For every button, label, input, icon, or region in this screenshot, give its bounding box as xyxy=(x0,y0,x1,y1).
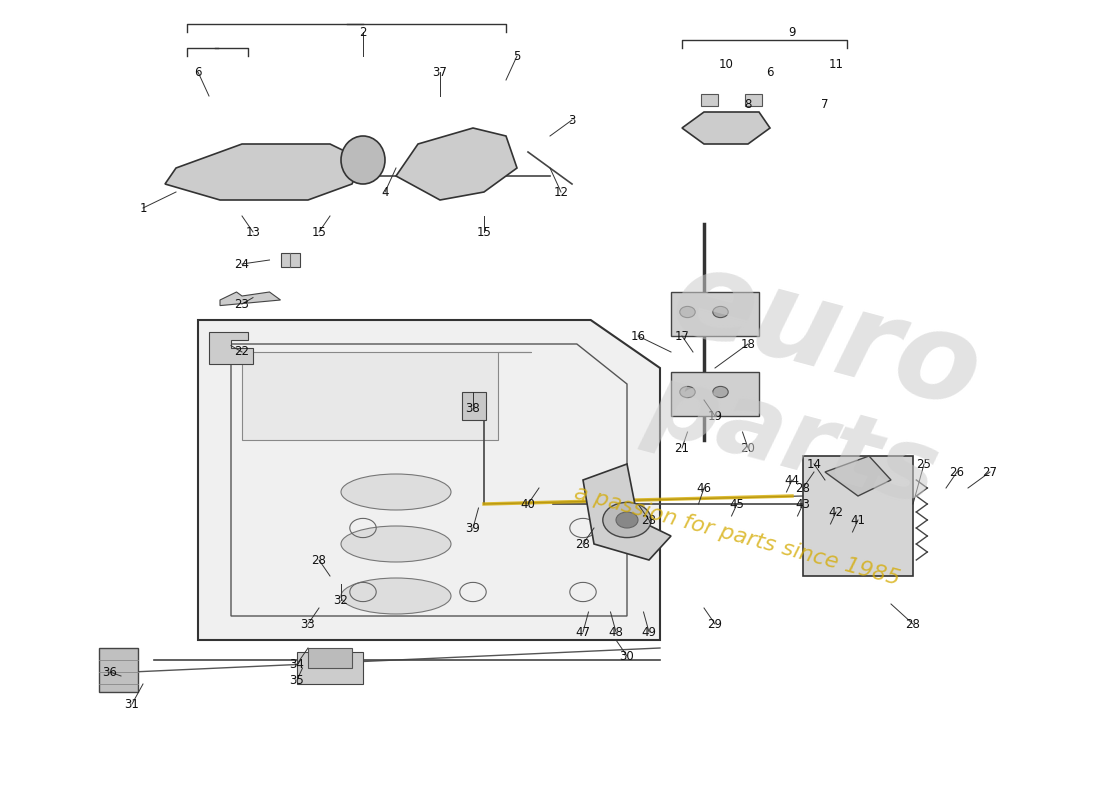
Ellipse shape xyxy=(341,526,451,562)
Text: 30: 30 xyxy=(619,650,635,662)
Text: 11: 11 xyxy=(828,58,844,70)
Text: 37: 37 xyxy=(432,66,448,78)
Circle shape xyxy=(603,502,651,538)
Text: 23: 23 xyxy=(234,298,250,310)
Text: 28: 28 xyxy=(575,538,591,550)
Text: 44: 44 xyxy=(784,474,800,486)
Text: 28: 28 xyxy=(311,554,327,566)
Text: 14: 14 xyxy=(806,458,822,470)
Bar xyxy=(280,253,300,267)
Text: 33: 33 xyxy=(300,618,316,630)
Bar xyxy=(99,648,138,692)
Text: 39: 39 xyxy=(465,522,481,534)
Text: 2: 2 xyxy=(360,26,366,38)
Bar xyxy=(803,456,913,576)
Text: 48: 48 xyxy=(608,626,624,638)
Text: 16: 16 xyxy=(630,330,646,342)
Circle shape xyxy=(680,306,695,318)
Text: 6: 6 xyxy=(195,66,201,78)
Text: euro: euro xyxy=(660,239,993,433)
Text: 46: 46 xyxy=(696,482,712,494)
Text: 22: 22 xyxy=(234,346,250,358)
Text: 9: 9 xyxy=(789,26,795,38)
Polygon shape xyxy=(583,464,671,560)
Text: 34: 34 xyxy=(289,658,305,670)
Text: 28: 28 xyxy=(905,618,921,630)
Text: 38: 38 xyxy=(465,402,481,414)
Text: 15: 15 xyxy=(311,226,327,238)
Text: 42: 42 xyxy=(828,506,844,518)
Text: 3: 3 xyxy=(569,114,575,126)
Text: 18: 18 xyxy=(740,338,756,350)
Text: 6: 6 xyxy=(767,66,773,78)
Text: 35: 35 xyxy=(289,674,305,686)
Ellipse shape xyxy=(341,578,451,614)
Polygon shape xyxy=(242,352,530,440)
Text: a passion for parts since 1985: a passion for parts since 1985 xyxy=(572,483,902,589)
Text: 43: 43 xyxy=(795,498,811,510)
Text: 7: 7 xyxy=(822,98,828,110)
Text: 45: 45 xyxy=(729,498,745,510)
Text: 28: 28 xyxy=(795,482,811,494)
Bar xyxy=(462,392,486,420)
Text: 8: 8 xyxy=(745,98,751,110)
Polygon shape xyxy=(396,128,517,200)
Polygon shape xyxy=(165,144,363,200)
Text: 27: 27 xyxy=(982,466,998,478)
Polygon shape xyxy=(220,292,280,306)
Bar xyxy=(745,94,762,106)
Text: 17: 17 xyxy=(674,330,690,342)
Text: 25: 25 xyxy=(916,458,932,470)
Text: 31: 31 xyxy=(124,698,140,710)
Text: 1: 1 xyxy=(140,202,146,214)
Bar xyxy=(297,652,363,684)
Text: 20: 20 xyxy=(740,442,756,454)
Polygon shape xyxy=(209,332,253,364)
Bar xyxy=(671,372,759,416)
Text: 29: 29 xyxy=(707,618,723,630)
Text: 21: 21 xyxy=(674,442,690,454)
Text: 15: 15 xyxy=(476,226,492,238)
Text: 24: 24 xyxy=(234,258,250,270)
Bar xyxy=(671,292,759,336)
Text: 5: 5 xyxy=(514,50,520,62)
Text: 49: 49 xyxy=(641,626,657,638)
Text: 19: 19 xyxy=(707,410,723,422)
Text: 4: 4 xyxy=(382,186,388,198)
Text: 36: 36 xyxy=(102,666,118,678)
Bar xyxy=(701,94,718,106)
Polygon shape xyxy=(198,320,660,640)
Text: 28: 28 xyxy=(641,514,657,526)
Text: 10: 10 xyxy=(718,58,734,70)
Text: 47: 47 xyxy=(575,626,591,638)
Polygon shape xyxy=(682,112,770,144)
Text: 13: 13 xyxy=(245,226,261,238)
Polygon shape xyxy=(825,456,891,496)
Text: parts: parts xyxy=(638,355,949,525)
Text: 41: 41 xyxy=(850,514,866,526)
Circle shape xyxy=(713,386,728,398)
Text: 12: 12 xyxy=(553,186,569,198)
Circle shape xyxy=(680,386,695,398)
Text: 26: 26 xyxy=(949,466,965,478)
Ellipse shape xyxy=(341,136,385,184)
Bar xyxy=(308,648,352,668)
Ellipse shape xyxy=(341,474,451,510)
Text: 32: 32 xyxy=(333,594,349,606)
Text: 40: 40 xyxy=(520,498,536,510)
Circle shape xyxy=(616,512,638,528)
Circle shape xyxy=(713,306,728,318)
